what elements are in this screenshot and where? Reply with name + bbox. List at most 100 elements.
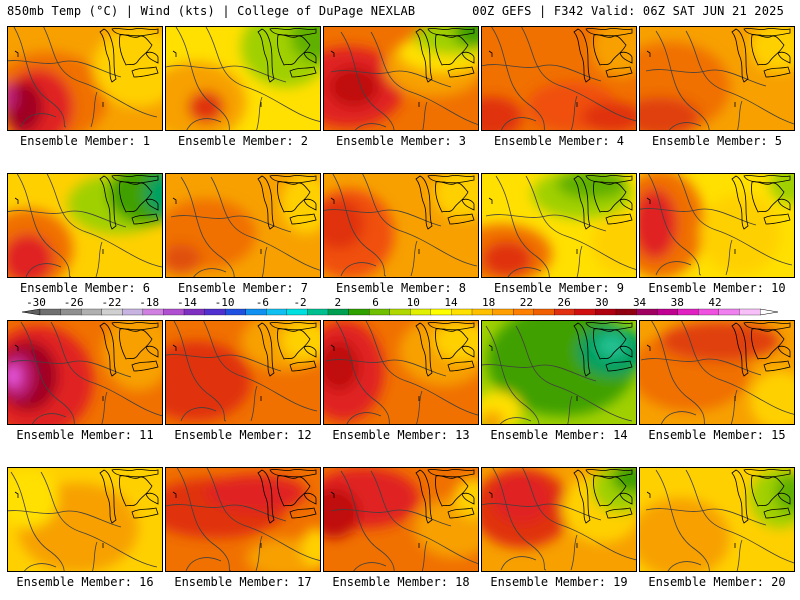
colorbar-min-arrow [21,308,41,316]
ensemble-member-14-label: Ensemble Member: 14 [490,428,628,442]
height-contour [166,354,282,372]
great-lakes-outline [289,360,317,372]
great-lakes-outline [131,213,159,225]
great-lakes-outline [435,328,469,360]
great-lakes-outline [763,66,791,78]
height-contour [13,27,67,128]
temperature-region [8,83,16,111]
great-lakes-outline [145,198,159,211]
height-contour [370,470,478,565]
temperature-colorbar: -30 -26 -22 -18 -14 -10 -6 -2 2 6 10 14 18 22 26 30 34 38… [21,296,779,316]
height-contour [346,412,382,424]
colorbar-segment [718,308,740,316]
height-contour [20,321,75,424]
colorbar-segment [410,308,432,316]
wind-barb [646,50,736,107]
wind-barb [646,344,736,401]
colorbar-tick-label: -2 [293,296,306,309]
great-lakes-outline [269,469,317,478]
ensemble-member-7-map [165,173,321,278]
ensemble-member-20-label: Ensemble Member: 20 [648,575,786,589]
temperature-region [166,244,201,274]
great-lakes-outline [619,198,633,211]
great-lakes-outline [435,181,469,213]
ensemble-member-10-map [639,173,795,278]
great-lakes-outline [573,28,591,83]
colorbar-segment [389,308,411,316]
temperature-field [324,468,478,571]
ensemble-member-12-map [165,320,321,425]
height-contour [500,556,537,571]
great-lakes-outline [257,175,275,230]
great-lakes-outline [289,66,317,78]
ensemble-member-13-label: Ensemble Member: 13 [332,428,470,442]
height-contour [340,262,377,277]
height-contour [422,101,428,130]
temperature-field [166,321,320,424]
height-contour [16,174,72,277]
ensemble-member-4-map [481,26,637,131]
great-lakes-outline [593,34,627,66]
wind-barb [488,491,578,548]
great-lakes-outline [277,181,311,213]
great-lakes-outline [99,469,117,524]
height-contour [661,411,697,424]
height-contour [210,176,320,271]
colorbar-segment [307,308,329,316]
great-lakes-outline [585,469,633,478]
temperature-region [640,189,677,259]
great-lakes-outline [99,175,117,230]
ensemble-member-5-label: Ensemble Member: 5 [651,134,783,148]
temperature-field [482,27,636,130]
wind-barb [330,50,420,107]
great-lakes-outline [731,469,749,524]
colorbar-segment [224,308,247,316]
great-lakes-outline [111,175,159,184]
colorbar-segment [595,308,617,316]
great-lakes-outline [585,28,633,37]
colorbar-segment [163,308,185,316]
colorbar-segment [348,308,370,316]
temperature-field [482,321,636,424]
great-lakes-outline [751,181,785,213]
ensemble-member-19-map [481,467,637,572]
height-contour [8,510,122,528]
height-contour [500,417,532,424]
great-lakes-outline [777,51,791,64]
great-lakes-outline [763,213,791,225]
great-lakes-outline [435,34,469,66]
temperature-region [324,488,359,538]
temperature-region [454,27,478,47]
height-contour [46,174,162,268]
temperature-field [640,321,794,424]
colorbar-tick-label: -26 [64,296,84,309]
height-contour [651,321,706,424]
great-lakes-outline [743,469,791,478]
great-lakes-outline [289,213,317,225]
ensemble-member-14-map [481,320,637,425]
ensemble-member-13-map [323,320,479,425]
height-contour [737,100,743,130]
temperature-region [8,234,53,277]
ensemble-member-11-map [7,320,163,425]
great-lakes-outline [447,213,475,225]
height-contour [655,261,692,276]
great-lakes-outline [269,322,317,331]
height-contour [92,541,98,571]
temperature-region [93,27,162,107]
height-contour [203,321,318,412]
height-contour [340,31,395,130]
height-contour [40,471,158,568]
height-contour [576,245,583,277]
temperature-region [324,341,359,391]
great-lakes-outline [751,475,785,507]
colorbar-segment [554,308,576,316]
height-contour [255,535,263,571]
great-lakes-outline [289,507,317,519]
great-lakes-outline [777,198,791,211]
temperature-field [8,321,162,424]
great-lakes-outline [427,322,475,331]
wind-barb [330,491,420,548]
colorbar-segment [245,308,267,316]
height-contour [645,508,767,526]
